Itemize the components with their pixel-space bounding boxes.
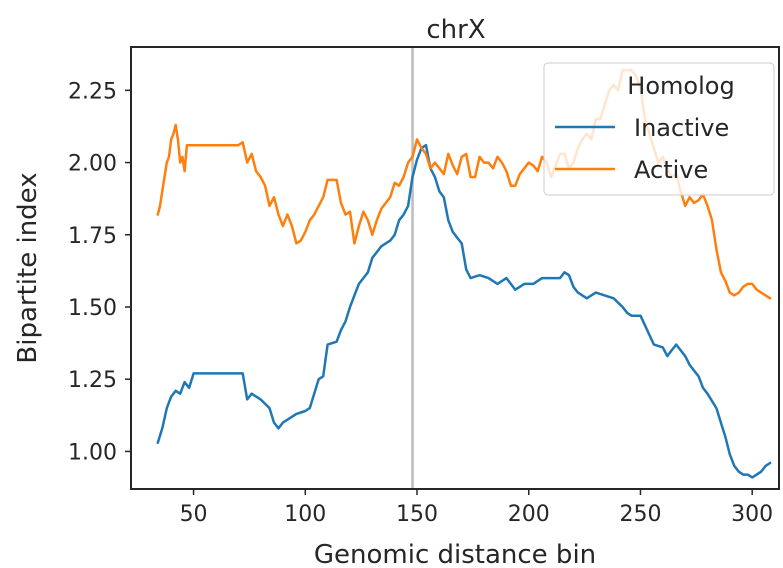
x-tick-label: 150	[396, 502, 438, 527]
legend-label-inactive: Inactive	[634, 114, 729, 142]
x-tick-label: 50	[180, 502, 208, 527]
y-tick-label: 1.25	[68, 368, 117, 393]
x-axis-title: Genomic distance bin	[314, 540, 596, 568]
y-tick-label: 2.00	[68, 152, 117, 177]
y-tick-label: 1.00	[68, 440, 117, 465]
plot-area-frame	[130, 46, 780, 490]
x-tick-label: 200	[508, 502, 550, 527]
x-tick-label: 100	[284, 502, 326, 527]
legend-label-active: Active	[634, 156, 708, 184]
y-axis-title: Bipartite index	[13, 172, 43, 363]
legend: Homolog Inactive Active	[543, 62, 775, 196]
x-tick-label: 300	[731, 502, 773, 527]
y-tick-label: 1.75	[68, 224, 117, 249]
y-tick-label: 2.25	[68, 79, 117, 104]
y-tick-label: 1.50	[68, 296, 117, 321]
series-line-inactive	[156, 143, 772, 479]
x-tick-label: 250	[619, 502, 661, 527]
chart-title: chrX	[426, 15, 485, 45]
legend-box	[543, 62, 775, 196]
legend-title: Homolog	[627, 72, 734, 100]
